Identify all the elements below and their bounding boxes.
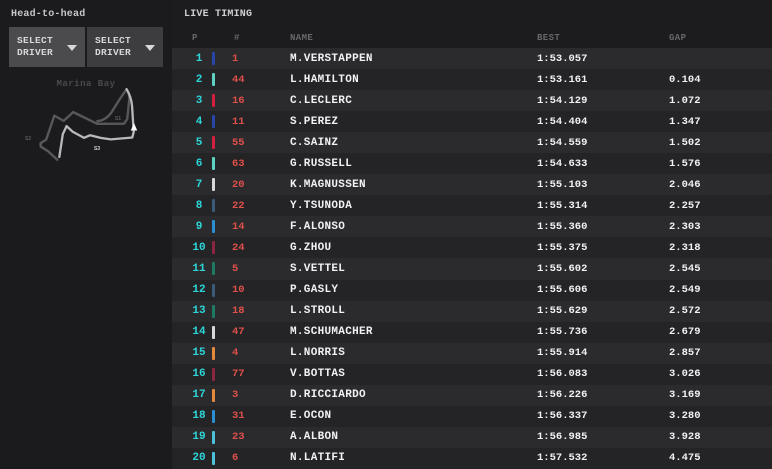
svg-text:S2: S2	[25, 136, 31, 142]
svg-text:S3: S3	[94, 146, 100, 152]
svg-text:S1: S1	[115, 116, 121, 122]
